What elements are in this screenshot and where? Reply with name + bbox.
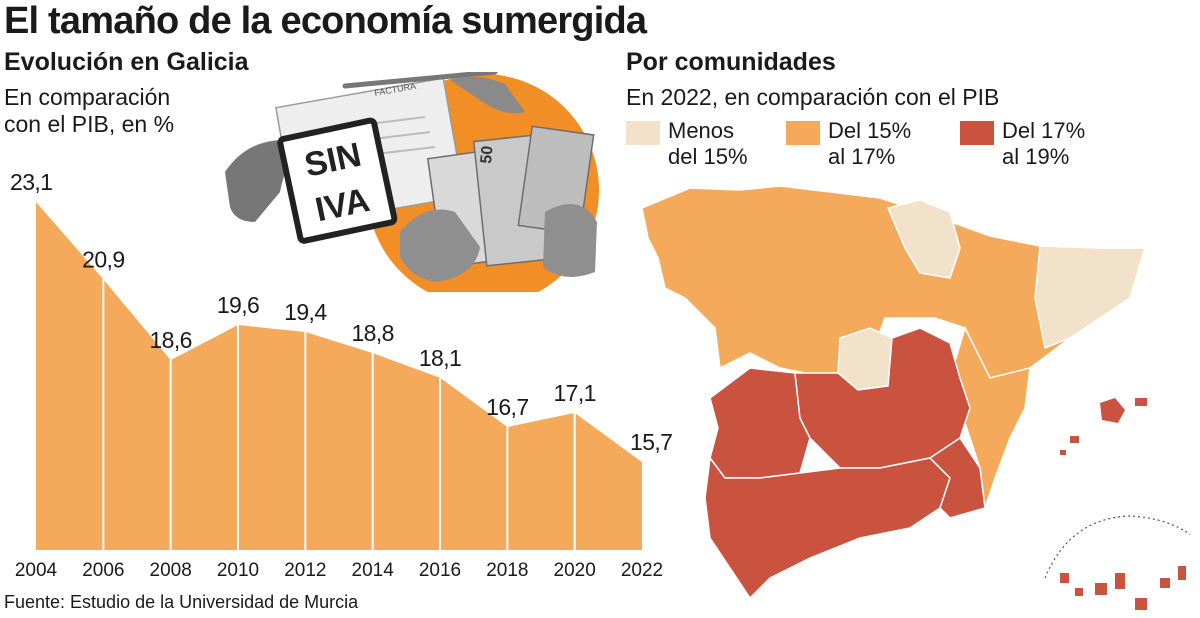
map-canary-1 <box>1060 573 1069 583</box>
data-label: 15,7 <box>630 429 672 455</box>
area-series <box>36 202 642 550</box>
map-basque-navarra <box>886 199 961 279</box>
legend-item-low: Menos del 15% <box>626 118 788 170</box>
legend-item-mid: Del 15% al 17% <box>786 118 948 170</box>
x-tick-label: 2006 <box>82 560 124 581</box>
left-hand-icon <box>225 140 295 222</box>
sin-iva-stamp: SIN IVA <box>277 117 398 244</box>
map-formentera <box>1060 450 1066 455</box>
data-label: 19,6 <box>217 292 259 318</box>
galicia-subtitle: Evolución en Galicia <box>4 48 249 76</box>
legend-swatch-low <box>626 121 660 145</box>
legend-label-low: Menos del 15% <box>668 118 748 169</box>
x-tick-label: 2018 <box>486 560 528 581</box>
bottom-right-hand-icon <box>543 204 597 277</box>
map-menorca <box>1135 398 1147 406</box>
data-label: 17,1 <box>553 380 595 406</box>
galicia-description: En comparación con el PIB, en % <box>4 84 174 138</box>
map-canary-7 <box>1178 566 1186 580</box>
map-murcia <box>928 436 986 519</box>
galicia-description-line2: con el PIB, en % <box>4 111 175 137</box>
map-canary-6 <box>1160 578 1170 588</box>
map-mallorca <box>1100 398 1125 423</box>
legend-swatch-mid <box>786 121 820 145</box>
legend-label-mid: Del 15% al 17% <box>828 118 912 169</box>
legend-item-high: Del 17% al 19% <box>960 118 1122 170</box>
data-label: 16,7 <box>486 394 528 420</box>
top-hand-icon <box>450 76 525 114</box>
map-ibiza <box>1070 436 1079 443</box>
x-tick-label: 2022 <box>621 560 663 581</box>
map-castilla-la-mancha <box>794 327 971 469</box>
x-tick-label: 2008 <box>150 560 192 581</box>
map-canary-5 <box>1135 598 1147 610</box>
x-tick-label: 2016 <box>419 560 461 581</box>
map-canary-3 <box>1095 583 1107 595</box>
data-label: 19,4 <box>284 299 327 325</box>
map-canary-4 <box>1115 573 1125 589</box>
data-label: 18,1 <box>419 345 461 371</box>
source-note: Fuente: Estudio de la Universidad de Mur… <box>4 592 359 612</box>
map-canary-2 <box>1075 588 1083 596</box>
data-label: 18,8 <box>351 320 393 346</box>
data-label: 20,9 <box>82 246 124 272</box>
banknote-denomination: 50 <box>478 145 496 164</box>
regions-description: En 2022, en comparación con el PIB <box>626 84 1000 110</box>
x-tick-label: 2010 <box>217 560 259 581</box>
map-andalucia <box>704 456 951 600</box>
bottom-left-hand-icon <box>400 209 480 282</box>
galicia-description-line1: En comparación <box>4 84 171 110</box>
x-tick-label: 2004 <box>15 560 58 581</box>
data-label: 23,1 <box>10 169 52 195</box>
legend-label-high: Del 17% al 19% <box>1002 118 1086 169</box>
photo-illustration: FACTURA 50 SIN IVA <box>225 72 599 292</box>
spain-regions-map <box>641 185 1190 610</box>
x-tick-label: 2012 <box>284 560 326 581</box>
pen-icon <box>342 72 498 89</box>
map-catalonia <box>1034 245 1147 350</box>
galicia-area-chart: 23,1 20,9 18,6 19,6 19,4 18,8 18,1 16,7 17,1 15,7… <box>10 169 673 581</box>
x-tick-label: 2014 <box>352 560 395 581</box>
regions-subtitle: Por comunidades <box>626 48 836 76</box>
data-label: 18,6 <box>149 327 191 353</box>
map-extremadura <box>709 367 811 479</box>
main-title: El tamaño de la economía sumergida <box>4 0 647 42</box>
legend-swatch-high <box>960 121 994 145</box>
x-tick-label: 2020 <box>554 560 596 581</box>
canary-inset-border <box>1044 515 1190 579</box>
